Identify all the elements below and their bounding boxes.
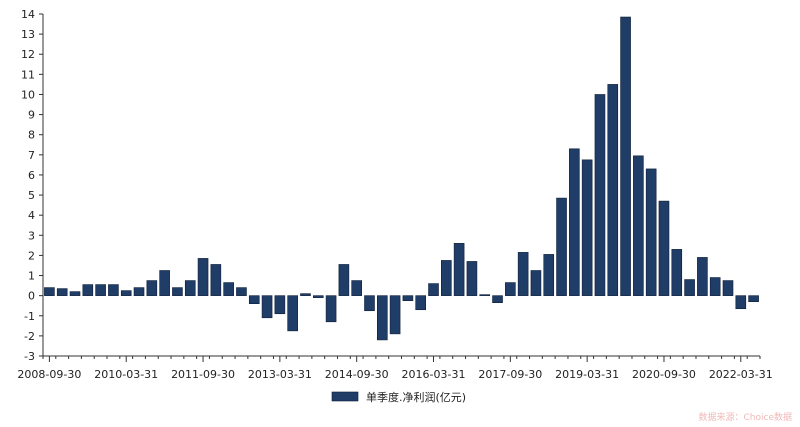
x-tick-label: 2011-09-30 xyxy=(171,368,235,381)
y-tick-label: 0 xyxy=(28,290,35,303)
x-tick-label: 2013-03-31 xyxy=(248,368,312,381)
bar xyxy=(556,197,567,296)
bar xyxy=(428,283,439,296)
x-tick-label: 2014-09-30 xyxy=(325,368,389,381)
bar xyxy=(620,16,631,296)
y-tick-label: 11 xyxy=(21,68,35,81)
bar xyxy=(441,260,452,296)
bar xyxy=(56,288,68,296)
bar xyxy=(658,200,670,296)
bar xyxy=(735,295,747,310)
x-axis: 2008-09-30 2010-03-31 2011-09-30 2013-03-31… xyxy=(17,355,773,381)
bar xyxy=(223,282,234,296)
bar xyxy=(722,280,734,296)
bar xyxy=(133,287,145,296)
bar xyxy=(748,295,759,302)
bar xyxy=(95,284,106,296)
y-tick-label: 3 xyxy=(28,229,35,242)
bar xyxy=(159,270,170,296)
bar xyxy=(402,295,414,301)
y-tick-label: 4 xyxy=(28,209,35,222)
bar xyxy=(376,295,388,341)
bar xyxy=(607,84,619,296)
x-tick-label: 2017-09-30 xyxy=(478,368,542,381)
legend-label: 单季度.净利润(亿元) xyxy=(366,390,466,404)
bar xyxy=(248,295,260,304)
y-tick-label: 8 xyxy=(28,129,35,142)
bar xyxy=(236,287,247,296)
y-tick-label: 7 xyxy=(28,149,35,162)
x-tick-label: 2016-03-31 xyxy=(402,368,466,381)
bar xyxy=(517,252,529,296)
bar xyxy=(325,295,337,323)
bar xyxy=(581,159,593,296)
bar xyxy=(569,148,580,296)
bar xyxy=(543,254,555,296)
y-tick-label: 12 xyxy=(21,48,35,61)
bar xyxy=(709,277,721,296)
bar xyxy=(44,287,55,296)
bar xyxy=(697,257,708,296)
bar xyxy=(312,295,324,298)
bar xyxy=(287,295,298,332)
y-tick-label: 13 xyxy=(21,28,35,41)
bar xyxy=(108,284,119,296)
y-tick-label: -3 xyxy=(24,350,35,363)
bar xyxy=(184,280,196,296)
y-tick-label: 14 xyxy=(21,8,35,21)
bar xyxy=(594,94,606,296)
x-tick-label: 2010-03-31 xyxy=(94,368,158,381)
x-tick-label: 2008-09-30 xyxy=(17,368,81,381)
bar xyxy=(338,264,350,296)
bar xyxy=(120,290,132,296)
bar xyxy=(466,261,478,296)
legend: 单季度.净利润(亿元) xyxy=(331,390,466,404)
y-tick-label: 2 xyxy=(28,249,35,262)
bar xyxy=(69,291,81,296)
y-tick-label: 5 xyxy=(28,189,35,202)
bar xyxy=(261,295,273,319)
watermark: 数据来源：Choice数据 xyxy=(698,413,792,423)
bar xyxy=(146,280,158,296)
bar xyxy=(172,287,183,296)
bar xyxy=(389,295,401,335)
y-tick-label: 10 xyxy=(21,88,35,101)
bar xyxy=(645,168,657,296)
bar xyxy=(364,295,375,312)
bar xyxy=(197,258,209,296)
bars xyxy=(44,16,759,341)
bar xyxy=(415,295,426,311)
bar xyxy=(274,295,286,315)
x-tick-label: 2020-09-30 xyxy=(632,368,696,381)
y-tick-label: 1 xyxy=(28,270,35,283)
x-tick-label: 2019-03-31 xyxy=(555,368,619,381)
bar xyxy=(671,249,683,296)
bar xyxy=(530,270,542,296)
y-tick-label: 6 xyxy=(28,169,35,182)
y-tick-label: -2 xyxy=(24,330,35,343)
bar xyxy=(82,284,94,296)
x-tick-label: 2022-03-31 xyxy=(709,368,773,381)
y-tick-label: -1 xyxy=(24,310,35,323)
bar xyxy=(492,295,503,303)
bar xyxy=(210,264,222,296)
bar xyxy=(633,155,644,296)
bar xyxy=(300,293,311,296)
legend-swatch xyxy=(331,391,359,402)
y-tick-label: 9 xyxy=(28,109,35,122)
bar xyxy=(479,294,491,296)
bar xyxy=(505,282,516,296)
bar xyxy=(351,280,362,296)
bar xyxy=(684,279,695,296)
bar xyxy=(453,243,465,296)
